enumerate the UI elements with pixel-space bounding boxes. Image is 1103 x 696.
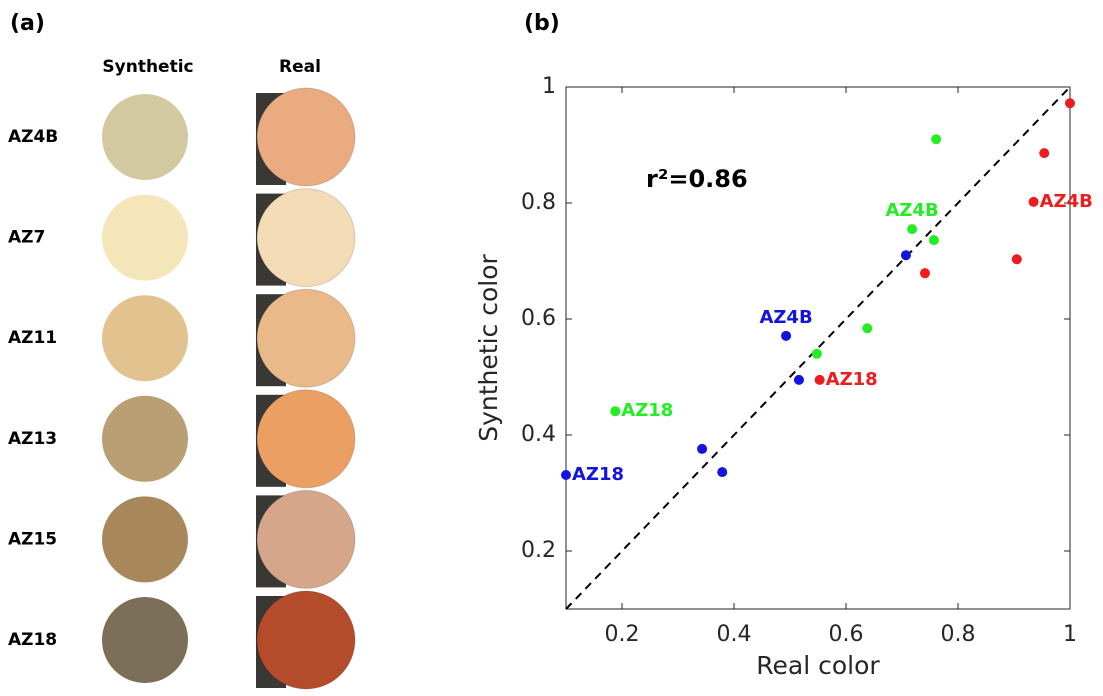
point (781, 330, 792, 341)
annotation: r²=0.86 (646, 165, 748, 193)
real-swatch (256, 590, 356, 690)
point (900, 250, 911, 261)
real-swatch (256, 389, 356, 489)
point-label: AZ18 (621, 400, 673, 421)
point (1028, 196, 1039, 207)
column-header: Real (279, 57, 321, 77)
point (919, 268, 930, 279)
x-tick-label: 0.4 (717, 622, 752, 647)
x-tick-label: 0.2 (605, 622, 640, 647)
point (928, 235, 939, 246)
real-swatch (256, 188, 356, 288)
x-tick-label: 1 (1063, 622, 1077, 647)
real-swatch (256, 489, 356, 589)
point (862, 323, 873, 334)
point (793, 374, 804, 385)
y-tick-label: 0.4 (521, 422, 556, 447)
point (697, 443, 708, 454)
point (811, 348, 822, 359)
point-label: AZ18 (572, 464, 624, 485)
real-swatch (256, 288, 356, 388)
synthetic-swatch (102, 496, 188, 583)
panel-label: (a) (10, 11, 45, 36)
plot-frame (565, 86, 1071, 610)
synthetic-swatch (102, 597, 188, 683)
row-label: AZ15 (8, 529, 57, 549)
row-label: AZ7 (8, 228, 45, 248)
point (931, 134, 942, 145)
point (1011, 254, 1022, 265)
synthetic-swatch (102, 395, 188, 482)
column-header: Synthetic (102, 57, 193, 77)
row-label: AZ4B (8, 127, 58, 147)
point (610, 406, 621, 417)
synthetic-swatch (102, 295, 188, 382)
point (1065, 98, 1075, 109)
row-label: AZ11 (8, 328, 57, 348)
synthetic-swatch (102, 194, 188, 281)
point-label: AZ4B (759, 307, 812, 328)
row-label: AZ18 (8, 630, 57, 650)
y-tick-label: 1 (542, 74, 556, 99)
point-label: AZ18 (826, 369, 878, 390)
synthetic-swatch (102, 94, 188, 180)
point-label: AZ4B (885, 200, 938, 221)
point (814, 374, 825, 385)
y-tick-label: 0.6 (521, 306, 556, 331)
y-axis-label: Synthetic color (474, 254, 503, 442)
row-label: AZ13 (8, 429, 57, 449)
x-tick-label: 0.8 (941, 622, 976, 647)
y-tick-label: 0.2 (521, 538, 556, 563)
point (907, 224, 918, 235)
x-tick-label: 0.6 (829, 622, 864, 647)
real-swatch (256, 87, 356, 187)
y-tick-label: 0.8 (521, 190, 556, 215)
point (717, 467, 728, 478)
panel-label: (b) (524, 11, 560, 36)
point (561, 470, 571, 481)
point-label: AZ4B (1040, 191, 1093, 212)
point (1039, 148, 1050, 159)
identity-line (565, 86, 1071, 610)
x-axis-label: Real color (756, 651, 880, 680)
